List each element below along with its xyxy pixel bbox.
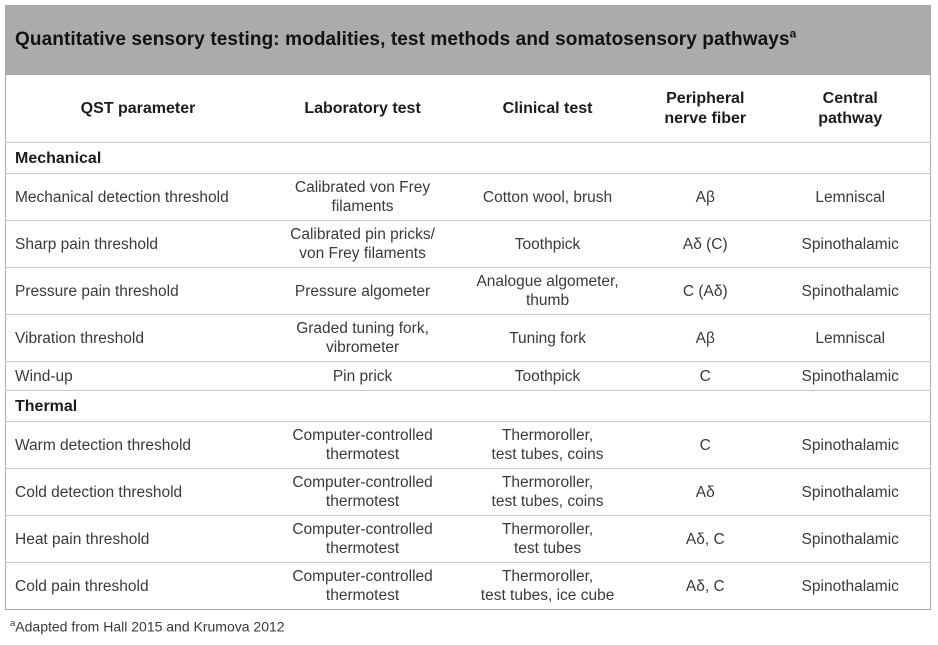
table-row: Vibration threshold Graded tuning fork, v… — [5, 314, 931, 362]
table-cell: C — [640, 421, 771, 469]
column-header-central-pathway: Central pathway — [818, 89, 883, 127]
table-cell: Thermoroller, test tubes, coins — [455, 421, 641, 469]
table-row: Warm detection threshold Computer-control… — [5, 421, 931, 469]
table-row: Heat pain threshold Computer-controlled t… — [5, 515, 931, 563]
table-row: Mechanical detection threshold Calibrated… — [5, 173, 931, 221]
table-cell: Thermoroller, test tubes — [455, 515, 641, 563]
table-title-text: Quantitative sensory testing: modalities… — [15, 28, 790, 50]
column-header-qst-parameter: QST parameter — [80, 99, 196, 117]
table-cell: Vibration threshold — [5, 314, 271, 362]
table-row: Cold pain threshold Computer-controlled t… — [5, 562, 931, 610]
footnote: aAdapted from Hall 2015 and Krumova 2012 — [5, 610, 931, 635]
table-cell: Pressure pain threshold — [5, 267, 271, 315]
table-cell: Cotton wool, brush — [455, 173, 641, 221]
table-cell: Pin prick — [270, 361, 456, 391]
table-cell: Spinothalamic — [770, 468, 931, 516]
table-cell: Wind-up — [5, 361, 271, 391]
table-cell: Aβ — [640, 173, 771, 221]
section-row: Mechanical — [5, 142, 931, 174]
table-title-bar: Quantitative sensory testing: modalities… — [5, 5, 931, 74]
column-header-clinical-test: Clinical test — [502, 99, 593, 117]
table-cell: Cold pain threshold — [5, 562, 271, 610]
table-cell: Lemniscal — [770, 314, 931, 362]
section-row: Thermal — [5, 390, 931, 422]
table-cell: Thermoroller, test tubes, coins — [455, 468, 641, 516]
table-body: Mechanical Mechanical detection threshold… — [5, 142, 931, 610]
table-title: Quantitative sensory testing: modalities… — [15, 26, 797, 51]
table-cell: Graded tuning fork, vibrometer — [270, 314, 456, 362]
table-header: QST parameter Laboratory test Clinical t… — [6, 75, 931, 143]
header-row: QST parameter Laboratory test Clinical t… — [6, 75, 931, 143]
table-cell: Aδ — [640, 468, 771, 516]
table-cell: Aδ, C — [640, 562, 771, 610]
section-label: Thermal — [5, 390, 931, 422]
table-cell: Computer-controlled thermotest — [270, 421, 456, 469]
table-cell: Computer-controlled thermotest — [270, 562, 456, 610]
table-cell: Pressure algometer — [270, 267, 456, 315]
table-row: Pressure pain threshold Pressure algomete… — [5, 267, 931, 315]
table-cell: Aβ — [640, 314, 771, 362]
column-header-peripheral-nerve-fiber: Peripheral nerve fiber — [664, 89, 747, 127]
table-cell: Toothpick — [455, 361, 641, 391]
table-row: Sharp pain threshold Calibrated pin prick… — [5, 220, 931, 268]
table-cell: Warm detection threshold — [5, 421, 271, 469]
table-cell: Spinothalamic — [770, 515, 931, 563]
table-cell: Computer-controlled thermotest — [270, 515, 456, 563]
table-cell: Lemniscal — [770, 173, 931, 221]
table-cell: Thermoroller, test tubes, ice cube — [455, 562, 641, 610]
table-row: Cold detection threshold Computer-control… — [5, 468, 931, 516]
table-cell: C — [640, 361, 771, 391]
table-cell: Spinothalamic — [770, 562, 931, 610]
table-cell: Aδ (C) — [640, 220, 771, 268]
table-cell: Calibrated von Frey filaments — [270, 173, 456, 221]
table-cell: Aδ, C — [640, 515, 771, 563]
table-cell: Mechanical detection threshold — [5, 173, 271, 221]
qst-table: QST parameter Laboratory test Clinical t… — [5, 74, 931, 610]
column-header-laboratory-test: Laboratory test — [304, 99, 421, 117]
table-cell: Heat pain threshold — [5, 515, 271, 563]
table-cell: Calibrated pin pricks/ von Frey filament… — [270, 220, 456, 268]
table-cell: Spinothalamic — [770, 421, 931, 469]
table-row: Wind-up Pin prick Toothpick C Spinothalamic — [5, 361, 931, 391]
table-title-superscript: a — [789, 26, 797, 41]
footnote-text: Adapted from Hall 2015 and Krumova 2012 — [15, 618, 285, 635]
table-cell: C (Aδ) — [640, 267, 771, 315]
table-cell: Tuning fork — [455, 314, 641, 362]
footnote-superscript: a — [10, 618, 16, 629]
table-cell: Spinothalamic — [770, 220, 931, 268]
table-cell: Spinothalamic — [770, 361, 931, 391]
table-cell: Analogue algometer, thumb — [455, 267, 641, 315]
table-cell: Toothpick — [455, 220, 641, 268]
table-cell: Sharp pain threshold — [5, 220, 271, 268]
table-cell: Computer-controlled thermotest — [270, 468, 456, 516]
table-cell: Spinothalamic — [770, 267, 931, 315]
section-label: Mechanical — [5, 142, 931, 174]
table-cell: Cold detection threshold — [5, 468, 271, 516]
